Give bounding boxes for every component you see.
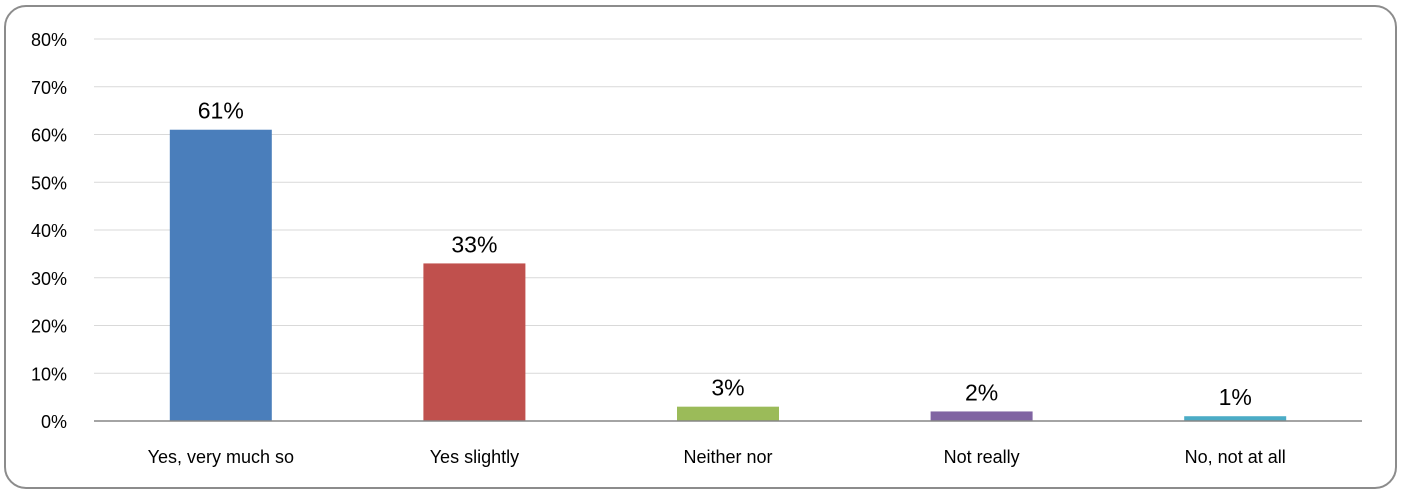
y-tick-label: 0%: [41, 412, 67, 432]
x-category-label: Yes, very much so: [148, 447, 294, 467]
data-label: 1%: [1219, 384, 1252, 410]
bar: [1184, 416, 1287, 421]
bar: [677, 406, 779, 421]
data-label: 61%: [198, 98, 244, 124]
y-tick-label: 60%: [31, 126, 67, 146]
bars: [169, 129, 1287, 421]
x-category-label: Yes slightly: [430, 447, 519, 467]
y-tick-label: 40%: [31, 221, 67, 241]
x-category-label: Not really: [944, 447, 1020, 467]
y-tick-label: 30%: [31, 269, 67, 289]
data-labels: 61% 33% 3% 2% 1%: [198, 98, 1252, 411]
y-tick-label: 50%: [31, 173, 67, 193]
data-label: 3%: [711, 375, 744, 401]
bar: [423, 263, 526, 421]
y-tick-label: 80%: [31, 30, 67, 50]
bar: [169, 129, 272, 421]
x-category-label: Neither nor: [683, 447, 772, 467]
y-tick-label: 10%: [31, 364, 67, 384]
y-tick-label: 70%: [31, 78, 67, 98]
x-category-label: No, not at all: [1185, 447, 1286, 467]
y-tick-label: 20%: [31, 317, 67, 337]
gridlines: [94, 38, 1362, 374]
data-label: 2%: [965, 379, 998, 405]
bar: [930, 411, 1033, 421]
data-label: 33%: [451, 231, 497, 257]
x-axis: Yes, very much so Yes slightly Neither nor…: [94, 420, 1362, 467]
y-axis: 0% 10% 20% 30% 40% 50% 60% 70% 80%: [31, 30, 67, 432]
